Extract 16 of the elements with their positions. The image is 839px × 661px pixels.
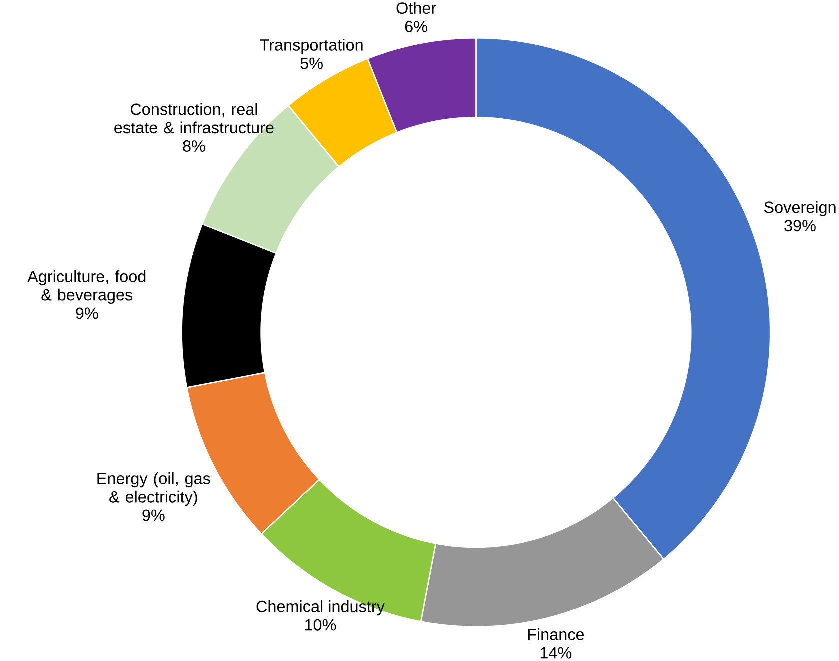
data-label: 10%	[305, 619, 336, 631]
data-label: 14%	[540, 647, 572, 659]
slice-label: Chemical industry	[256, 600, 385, 616]
slice-label: Transportation	[260, 39, 363, 54]
slice-label: Construction, real estate & infrastructure	[114, 103, 274, 134]
slice-label: Other	[396, 2, 436, 14]
data-label: 6%	[405, 21, 428, 33]
data-label: 5%	[300, 58, 323, 70]
slice-label: Finance	[528, 628, 584, 640]
slice-label: Energy (oil, gas & electricity)	[98, 472, 210, 506]
slice-label: Sovereign	[764, 201, 836, 216]
slice-label: Agriculture, food & beverages	[28, 270, 146, 304]
data-label: 9%	[142, 510, 165, 522]
data-label: 39%	[784, 220, 816, 232]
data-label: 9%	[76, 308, 98, 320]
data-label: 8%	[183, 140, 206, 152]
